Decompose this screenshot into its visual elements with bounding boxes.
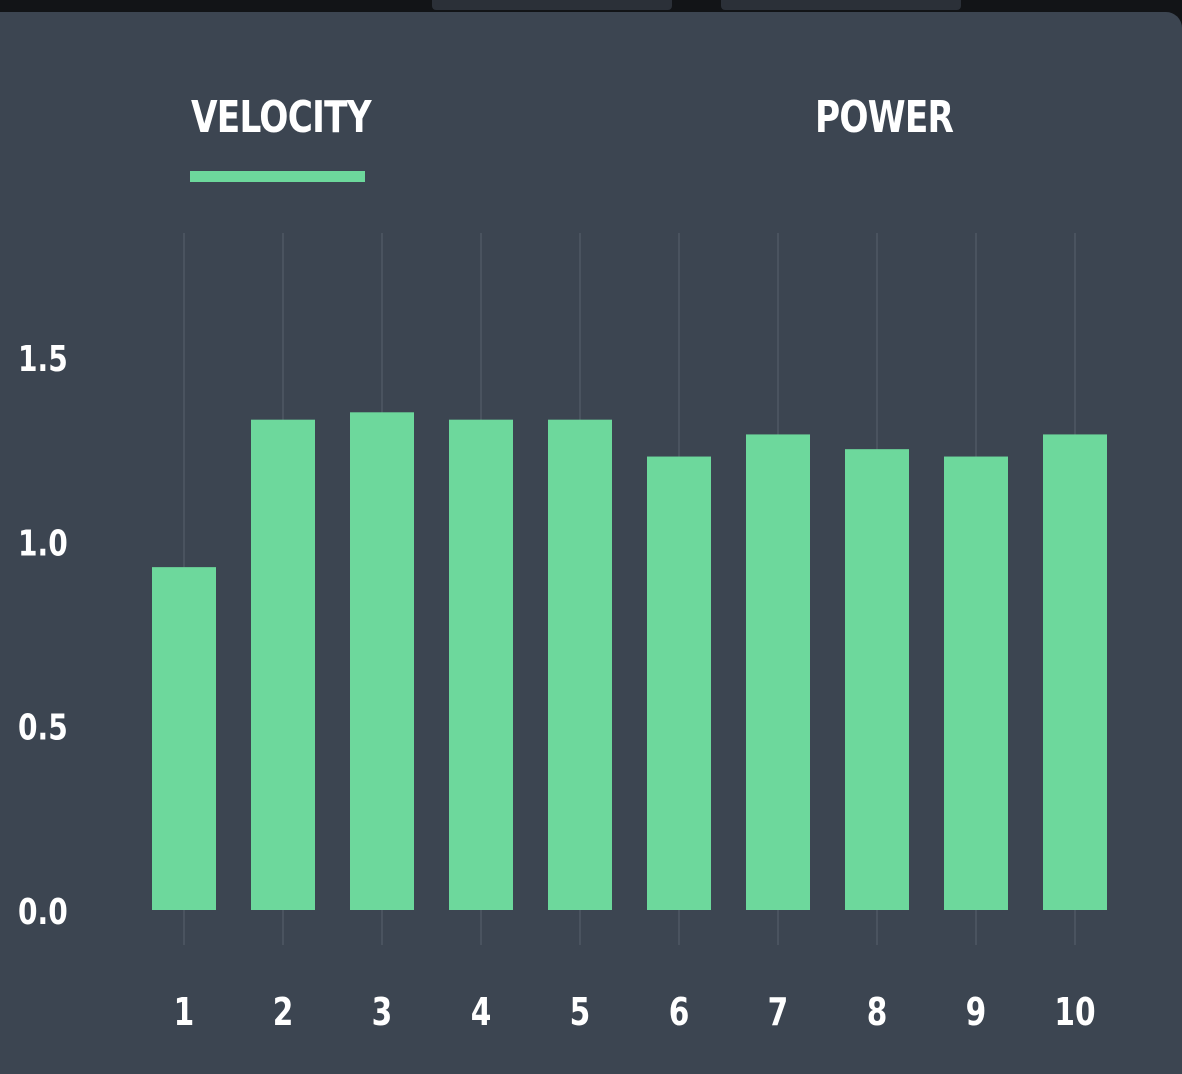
x-tick-label: 2 bbox=[273, 990, 294, 1035]
bar-1[interactable] bbox=[152, 567, 216, 910]
x-tick-label: 6 bbox=[669, 990, 690, 1035]
bar-4[interactable] bbox=[449, 419, 513, 910]
top-tab-block-left bbox=[432, 0, 672, 10]
bar-7[interactable] bbox=[746, 434, 810, 910]
x-tick-label: 1 bbox=[174, 990, 195, 1035]
bar-9[interactable] bbox=[944, 456, 1008, 910]
bar-10[interactable] bbox=[1043, 434, 1107, 910]
tab-power[interactable]: POWER bbox=[815, 92, 954, 143]
bar-3[interactable] bbox=[350, 412, 414, 910]
bar-2[interactable] bbox=[251, 419, 315, 910]
x-tick-label: 3 bbox=[372, 990, 393, 1035]
top-strip bbox=[0, 0, 1182, 12]
bar-6[interactable] bbox=[647, 456, 711, 910]
x-tick-label: 9 bbox=[966, 990, 987, 1035]
y-tick-label: 0.5 bbox=[18, 706, 68, 748]
y-tick-label: 1.5 bbox=[18, 338, 68, 380]
bar-chart: 0.0 0.5 1.0 1.5 1 2 3 4 5 6 7 8 9 10 bbox=[18, 233, 1107, 1035]
x-tick-label: 4 bbox=[471, 990, 492, 1035]
tab-velocity[interactable]: VELOCITY bbox=[191, 92, 372, 143]
x-tick-label: 10 bbox=[1054, 990, 1095, 1035]
x-tick-label: 5 bbox=[570, 990, 591, 1035]
active-tab-indicator bbox=[190, 171, 365, 182]
top-tab-block-right bbox=[721, 0, 961, 10]
x-tick-label: 7 bbox=[768, 990, 789, 1035]
y-tick-label: 0.0 bbox=[18, 891, 68, 933]
bar-8[interactable] bbox=[845, 449, 909, 910]
y-tick-label: 1.0 bbox=[18, 522, 68, 564]
x-tick-label: 8 bbox=[867, 990, 888, 1035]
chart-panel: VELOCITY POWER 0.0 0.5 1.0 1.5 1 2 3 4 5 6 7 8 9 10 bbox=[0, 12, 1182, 1074]
bar-5[interactable] bbox=[548, 419, 612, 910]
